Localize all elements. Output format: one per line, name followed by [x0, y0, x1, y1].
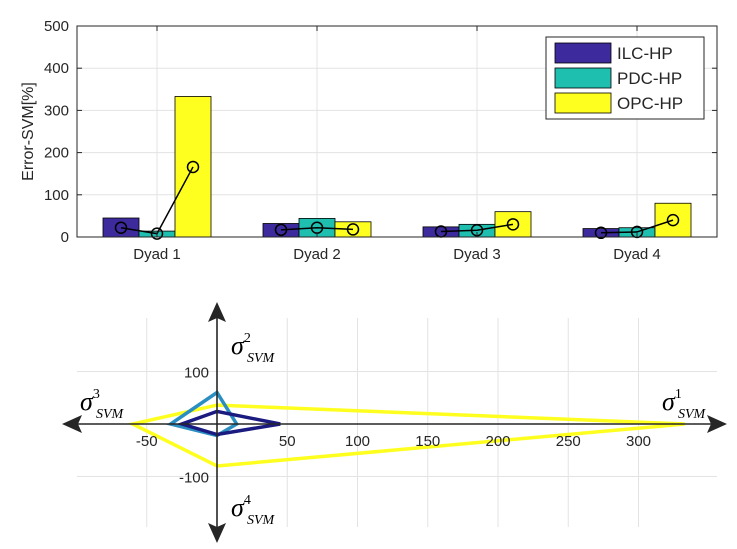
sigma-superscript: 4	[244, 493, 251, 508]
mean-marker	[274, 223, 288, 237]
y-tick-label: 100	[184, 365, 209, 382]
axis-label-up: σ2 SVM	[231, 331, 276, 366]
mean-line	[280, 226, 354, 231]
arrow-left	[62, 415, 82, 433]
sigma-symbol: σ	[231, 493, 245, 522]
bar-chart: 0 100 200 300 400 500 Dyad 1 Dyad 2 Dyad 3 Dyad 4…	[20, 18, 718, 263]
x-tick-label: 100	[345, 433, 370, 450]
y-tick-label: -100	[179, 470, 209, 487]
x-tick-label: Dyad 3	[453, 246, 501, 263]
sigma-symbol: σ	[80, 387, 94, 416]
bar	[422, 226, 460, 238]
bar	[174, 96, 212, 238]
mean-marker	[506, 218, 520, 231]
x-tick-label: 50	[279, 433, 296, 450]
axis-label-down: σ4 SVM	[231, 493, 276, 528]
legend-label: ILC-HP	[617, 44, 673, 63]
legend-label: OPC-HP	[617, 94, 683, 113]
y-tick-label: 200	[44, 145, 69, 162]
x-tick-label: -50	[136, 433, 158, 450]
y-tick-label: 100	[44, 187, 69, 204]
axis-label-left: σ3 SVM	[80, 387, 125, 422]
sigma-subscript: SVM	[96, 407, 125, 422]
y-tick-label: 0	[61, 229, 69, 246]
sigma-symbol: σ	[662, 387, 676, 416]
sigma-superscript: 2	[244, 331, 251, 346]
axes-box	[76, 25, 718, 238]
legend-label: PDC-HP	[617, 69, 682, 88]
x-tick-label: Dyad 2	[293, 246, 341, 263]
y-tick-label: 400	[44, 60, 69, 77]
arrow-down	[208, 523, 226, 543]
y-tick-label: 500	[44, 18, 69, 35]
x-tick-label: 250	[556, 433, 581, 450]
mean-line	[600, 219, 674, 234]
axis-label-right: σ1 SVM	[662, 387, 707, 422]
sigma-superscript: 1	[675, 387, 682, 402]
sigma-superscript: 3	[93, 387, 100, 402]
x-tick-label: 300	[626, 433, 651, 450]
x-tick-label: 200	[485, 433, 510, 450]
y-axis-label: Error-SVM[%]	[20, 82, 37, 181]
mean-marker	[114, 221, 128, 234]
mean-marker	[594, 226, 608, 240]
sigma-symbol: σ	[231, 331, 245, 360]
sigma-subscript: SVM	[247, 351, 276, 366]
arrow-right	[707, 415, 727, 433]
mean-marker	[666, 213, 680, 227]
arrow-up	[208, 302, 226, 322]
x-tick-label: 150	[415, 433, 440, 450]
mean-marker	[186, 160, 200, 174]
legend-swatch	[554, 67, 612, 89]
mean-line	[440, 223, 514, 233]
y-tick-label: 300	[44, 102, 69, 119]
mean-marker	[346, 223, 360, 236]
x-tick-label: Dyad 4	[613, 246, 661, 263]
x-tick-label: Dyad 1	[133, 246, 181, 263]
legend-swatch	[554, 42, 612, 64]
legend-swatch	[554, 92, 612, 114]
mean-marker	[150, 227, 164, 240]
sigma-subscript: SVM	[678, 407, 707, 422]
sigma-subscript: SVM	[247, 513, 276, 528]
bar	[102, 217, 140, 238]
